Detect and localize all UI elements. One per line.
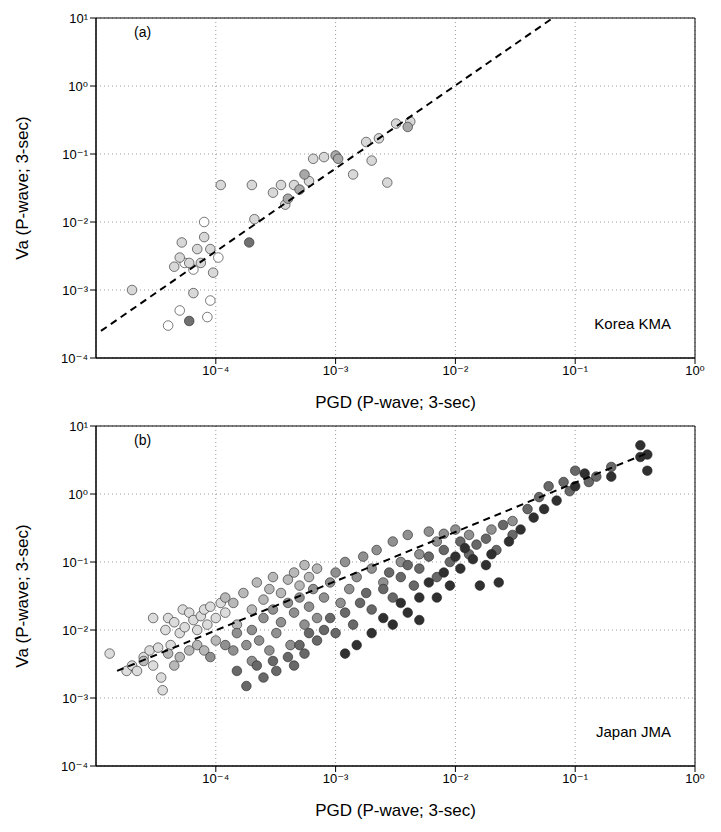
html-text:(b): (b): [134, 432, 152, 448]
svg-text:10⁻¹: 10⁻¹: [62, 555, 88, 570]
svg-text:10⁻³: 10⁻³: [323, 363, 349, 378]
svg-text:10⁻²: 10⁻²: [443, 771, 469, 786]
svg-text:10¹: 10¹: [69, 11, 88, 26]
svg-text:Va (P-wave; 3-sec): Va (P-wave; 3-sec): [13, 524, 32, 667]
svg-text:10⁰: 10⁰: [685, 363, 705, 378]
svg-text:10⁻³: 10⁻³: [62, 691, 88, 706]
svg-text:10¹: 10¹: [69, 419, 88, 434]
svg-text:PGD (P-wave; 3-sec): PGD (P-wave; 3-sec): [315, 393, 476, 412]
svg-text:10⁻⁴: 10⁻⁴: [61, 351, 88, 366]
svg-text:10⁻⁴: 10⁻⁴: [202, 771, 229, 786]
svg-text:10⁻²: 10⁻²: [62, 215, 88, 230]
svg-text:10⁻¹: 10⁻¹: [562, 363, 588, 378]
svg-text:10⁻²: 10⁻²: [443, 363, 469, 378]
svg-text:10⁻⁴: 10⁻⁴: [202, 363, 229, 378]
svg-text:10⁻¹: 10⁻¹: [62, 147, 88, 162]
html-text:Korea KMA: Korea KMA: [594, 315, 671, 332]
svg-text:10⁰: 10⁰: [685, 771, 705, 786]
html-text:Japan JMA: Japan JMA: [596, 723, 671, 740]
svg-text:10⁰: 10⁰: [68, 487, 88, 502]
svg-text:10⁻²: 10⁻²: [62, 623, 88, 638]
svg-text:10⁻³: 10⁻³: [323, 771, 349, 786]
svg-text:10⁻⁴: 10⁻⁴: [61, 759, 88, 774]
html-text:(a): (a): [134, 24, 152, 40]
svg-text:Va (P-wave; 3-sec): Va (P-wave; 3-sec): [13, 116, 32, 259]
svg-text:PGD (P-wave; 3-sec): PGD (P-wave; 3-sec): [315, 801, 476, 820]
svg-text:10⁻¹: 10⁻¹: [562, 771, 588, 786]
svg-text:10⁰: 10⁰: [68, 79, 88, 94]
svg-text:10⁻³: 10⁻³: [62, 283, 88, 298]
